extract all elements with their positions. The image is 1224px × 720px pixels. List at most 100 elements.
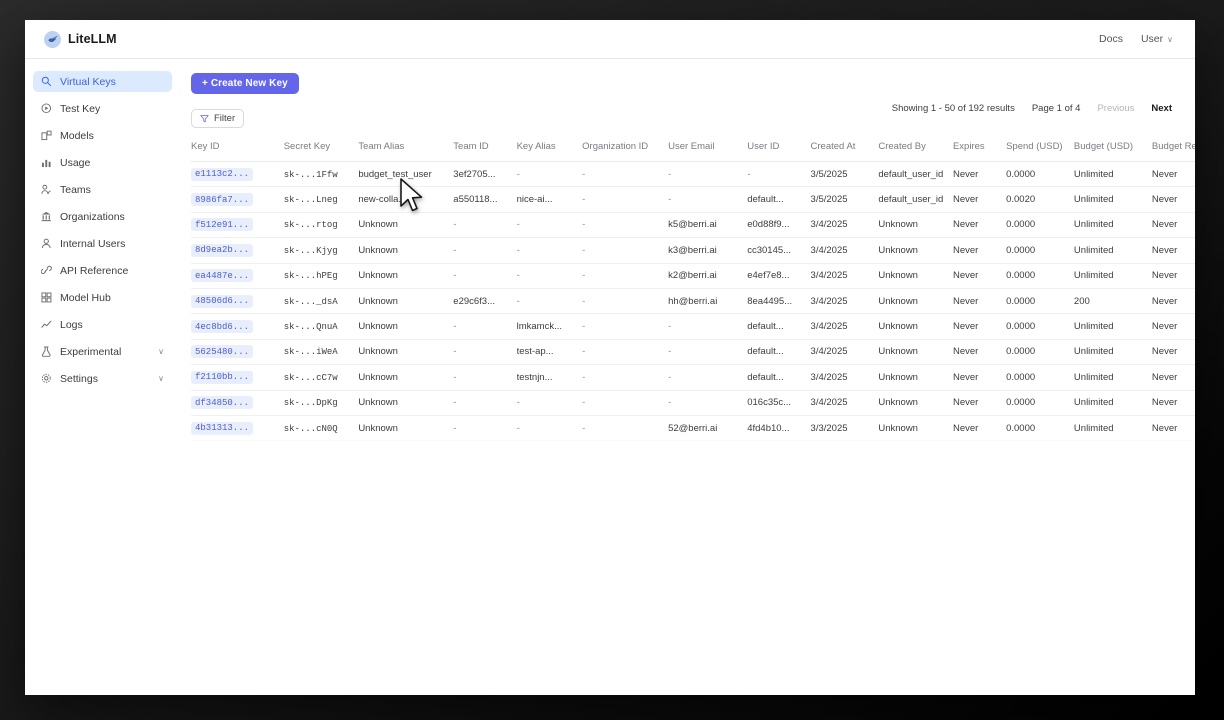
cell-spend-usd: 0.0000 bbox=[1006, 212, 1074, 239]
filter-label: Filter bbox=[214, 113, 236, 124]
top-navigation-bar: LiteLLM Docs User ∨ bbox=[25, 20, 1195, 59]
table-row[interactable]: f512e91... sk-...rtog Unknown - - - k5@berri.a… bbox=[191, 212, 1195, 239]
table-row[interactable]: 8986fa7... sk-...Lneg new-colla... a550118.… bbox=[191, 186, 1195, 213]
cell-text: - bbox=[582, 346, 586, 358]
cell-secret-key: sk-...DpKg bbox=[283, 390, 359, 416]
cell-team-id: - bbox=[453, 263, 517, 289]
cell-text: Unknown bbox=[878, 346, 918, 358]
cell-text: Never bbox=[952, 219, 979, 231]
sidebar-item-test-key[interactable]: Test Key bbox=[33, 98, 172, 119]
column-header-key-alias[interactable]: Key Alias bbox=[516, 141, 583, 162]
column-header-created-at[interactable]: Created At bbox=[810, 141, 879, 162]
column-header-team-id[interactable]: Team ID bbox=[453, 141, 517, 162]
table-row[interactable]: 4db0218...sk-...f3Q6Unknown---n8@berri.a… bbox=[191, 440, 1195, 448]
key-id-link[interactable]: 4b31313... bbox=[191, 421, 254, 435]
cell-text: sk-...Lneg bbox=[283, 195, 338, 206]
brand-logo-group[interactable]: LiteLLM bbox=[44, 30, 117, 48]
docs-link[interactable]: Docs bbox=[1099, 33, 1123, 45]
table-row[interactable]: df34850... sk-...DpKg Unknown - - - - 016c35c..… bbox=[191, 390, 1195, 416]
key-id-link[interactable]: 48506d6... bbox=[191, 294, 254, 308]
column-header-expires[interactable]: Expires bbox=[952, 141, 1007, 162]
previous-page-button[interactable]: Previous bbox=[1097, 103, 1135, 114]
cell-organization-id: - bbox=[582, 288, 669, 315]
key-id-link[interactable]: ea4487e... bbox=[191, 269, 254, 283]
cell-secret-key: sk-...Lneg bbox=[283, 186, 359, 213]
key-id-link[interactable]: 8986fa7... bbox=[191, 193, 254, 207]
key-id-link[interactable]: f512e91... bbox=[191, 218, 254, 232]
cell-text: - bbox=[668, 346, 672, 358]
table-row[interactable]: 4b31313... sk-...cN0Q Unknown - - - 52@berri.a… bbox=[191, 415, 1195, 442]
cell-text: Unlimited bbox=[1073, 219, 1114, 231]
next-page-button[interactable]: Next bbox=[1151, 103, 1172, 114]
sidebar-item-experimental[interactable]: Experimental ∨ bbox=[33, 341, 172, 362]
sidebar-item-api-reference[interactable]: API Reference bbox=[33, 260, 172, 281]
cell-team-alias: Unknown bbox=[358, 339, 454, 366]
cell-user-email: k2@berri.ai bbox=[668, 263, 748, 289]
column-header-key-id[interactable]: Key ID bbox=[191, 141, 284, 162]
cell-key-alias: - bbox=[516, 263, 583, 289]
cell-secret-key: sk-...cC7w bbox=[283, 364, 359, 391]
table-row[interactable]: 48506d6... sk-..._dsA Unknown e29c6f3... - - h… bbox=[191, 288, 1195, 315]
column-header-created-by[interactable]: Created By bbox=[878, 141, 953, 162]
filter-button[interactable]: Filter bbox=[191, 109, 245, 128]
cell-text: e29c6f3... bbox=[453, 295, 496, 307]
sidebar-item-organizations[interactable]: Organizations bbox=[33, 206, 172, 227]
cell-key-id: df34850... bbox=[191, 390, 284, 416]
cell-team-id: - bbox=[453, 364, 517, 391]
cell-text: - bbox=[453, 346, 457, 358]
cell-created-at: 3/4/2025 bbox=[810, 288, 879, 315]
column-header-budget-reset[interactable]: Budget Reset bbox=[1151, 141, 1195, 162]
sidebar-item-usage[interactable]: Usage bbox=[33, 152, 172, 173]
table-row[interactable]: 8d9ea2b... sk-...Kjyg Unknown - - - k3@berri.a… bbox=[191, 237, 1195, 264]
sidebar-item-internal-users[interactable]: Internal Users bbox=[33, 233, 172, 254]
column-header-organization-id[interactable]: Organization ID bbox=[582, 141, 669, 162]
cell-expires: Never bbox=[952, 237, 1007, 264]
cell-text: - bbox=[582, 219, 586, 231]
cell-text: a550118... bbox=[453, 194, 498, 206]
sidebar-item-models[interactable]: Models bbox=[33, 125, 172, 146]
column-header-user-email[interactable]: User Email bbox=[668, 141, 748, 162]
table-row[interactable]: f2110bb... sk-...cC7w Unknown - testnjn... - -… bbox=[191, 364, 1195, 391]
chevron-down-icon: ∨ bbox=[1167, 34, 1173, 44]
key-id-link[interactable]: e1113c2... bbox=[191, 167, 254, 181]
cell-key-alias: - bbox=[516, 440, 583, 448]
cell-text: default_user_id bbox=[878, 168, 944, 180]
cell-expires: Never bbox=[952, 415, 1007, 442]
create-new-key-button[interactable]: + Create New Key bbox=[191, 73, 299, 94]
sidebar-item-logs[interactable]: Logs bbox=[33, 314, 172, 335]
table-row[interactable]: e1113c2... sk-...1Ffw budget_test_user 3ef2… bbox=[191, 161, 1195, 188]
cell-created-by: Unknown bbox=[878, 440, 953, 448]
sidebar-item-virtual-keys[interactable]: Virtual Keys bbox=[33, 71, 172, 92]
key-id-link[interactable]: 4db0218... bbox=[191, 446, 254, 448]
user-menu[interactable]: User ∨ bbox=[1141, 33, 1173, 45]
column-header-budget-usd[interactable]: Budget (USD) bbox=[1073, 141, 1152, 162]
chevron-down-icon[interactable]: ∨ bbox=[158, 374, 164, 383]
sidebar-item-model-hub[interactable]: Model Hub bbox=[33, 287, 172, 308]
column-header-secret-key[interactable]: Secret Key bbox=[283, 141, 359, 162]
key-id-link[interactable]: 4ec8bd6... bbox=[191, 320, 254, 334]
table-row[interactable]: 4ec8bd6... sk-...QnuA Unknown - lmkamck... - -… bbox=[191, 313, 1195, 340]
table-row[interactable]: ea4487e... sk-...hPEg Unknown - - - k2@berri.a… bbox=[191, 263, 1195, 289]
cell-budget-usd: Unlimited bbox=[1073, 186, 1152, 213]
keys-table-scroll-area[interactable]: Key ID Secret Key Team Alias Team ID Key Ali… bbox=[191, 141, 1195, 448]
litellm-logo-icon bbox=[44, 30, 61, 48]
column-header-user-id[interactable]: User ID bbox=[747, 141, 811, 162]
line-chart-icon bbox=[41, 319, 52, 330]
table-row[interactable]: 5625480... sk-...iWeA Unknown - test-ap... - -… bbox=[191, 339, 1195, 366]
sidebar-item-teams[interactable]: Teams bbox=[33, 179, 172, 200]
column-header-team-alias[interactable]: Team Alias bbox=[358, 141, 454, 162]
key-id-link[interactable]: 5625480... bbox=[191, 345, 254, 359]
cell-secret-key: sk-...1Ffw bbox=[283, 161, 359, 188]
cell-spend-usd: 0.0000 bbox=[1006, 440, 1074, 448]
column-header-spend-usd[interactable]: Spend (USD) bbox=[1006, 141, 1074, 162]
cell-text: Unlimited bbox=[1073, 168, 1114, 180]
key-id-link[interactable]: 8d9ea2b... bbox=[191, 243, 254, 257]
key-id-link[interactable]: df34850... bbox=[191, 396, 254, 410]
sidebar-item-settings[interactable]: Settings ∨ bbox=[33, 368, 172, 389]
key-id-link[interactable]: f2110bb... bbox=[191, 370, 254, 384]
cell-secret-key: sk-...rtog bbox=[283, 212, 359, 239]
chevron-down-icon[interactable]: ∨ bbox=[158, 347, 164, 356]
cell-organization-id: - bbox=[582, 186, 669, 213]
cell-organization-id: - bbox=[582, 263, 669, 289]
cell-text: hh@berri.ai bbox=[668, 295, 718, 307]
